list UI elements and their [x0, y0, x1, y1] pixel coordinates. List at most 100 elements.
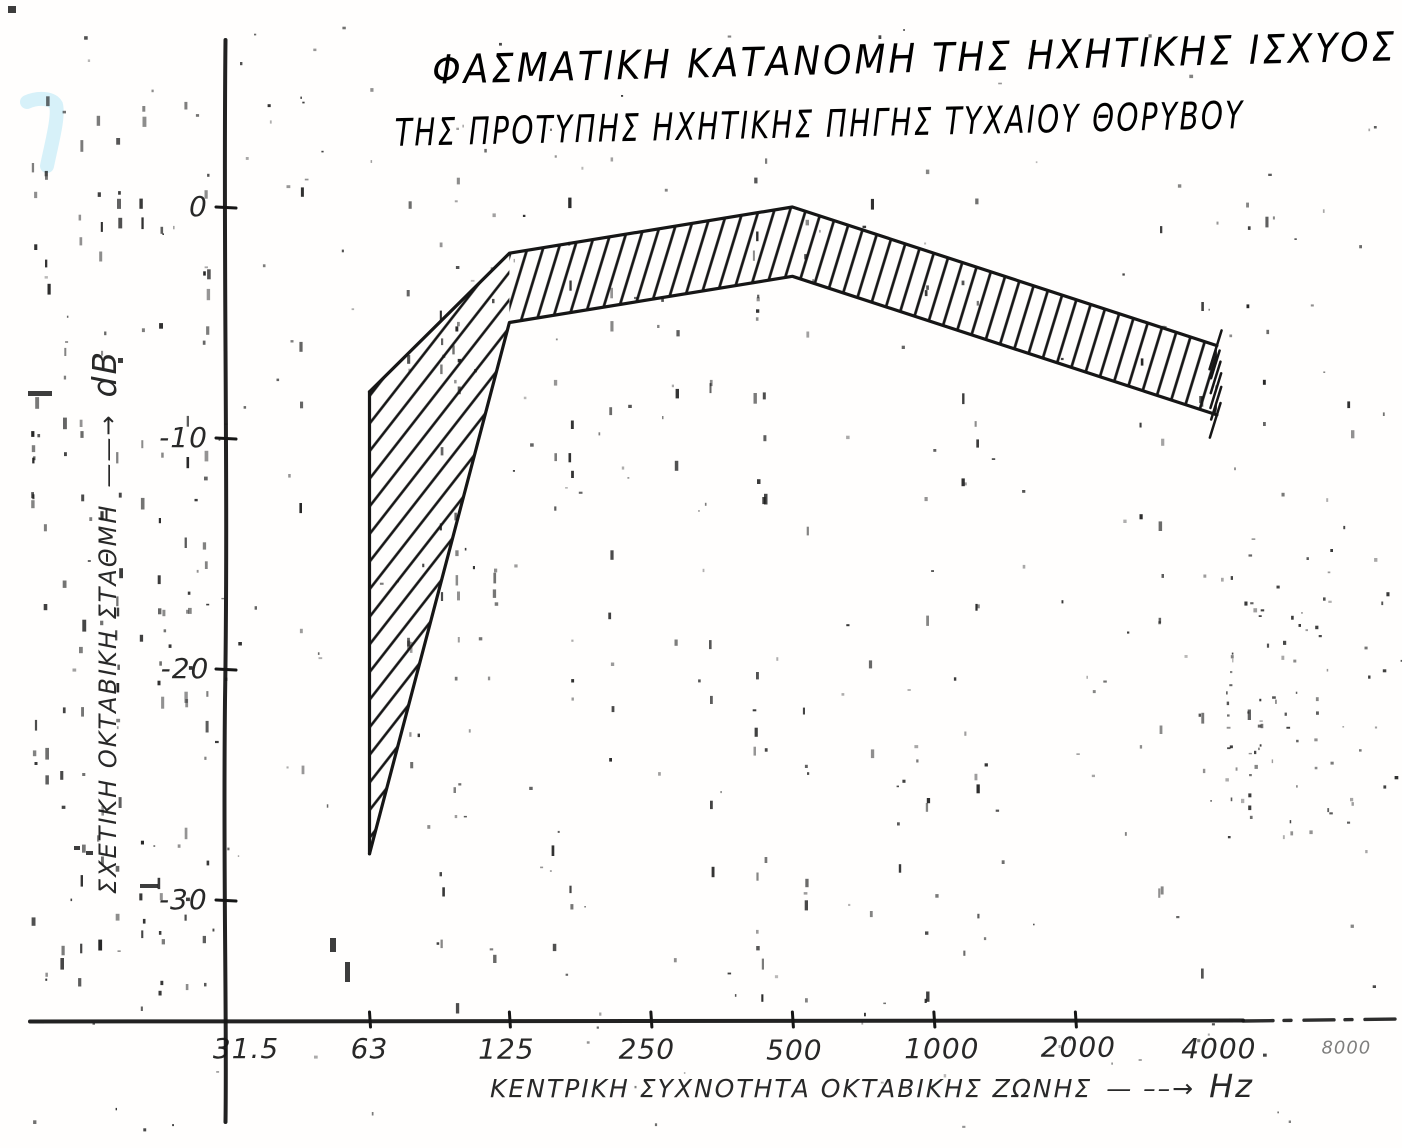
scan-speck: [371, 1112, 374, 1116]
scan-speck: [1347, 821, 1351, 824]
scan-speck: [914, 745, 919, 749]
x-tick: [507, 1010, 512, 1029]
scan-speck: [47, 283, 51, 295]
scan-speck: [206, 603, 210, 606]
scan-speck: [202, 935, 206, 944]
scan-speck: [35, 397, 40, 409]
scan-speck: [455, 266, 460, 269]
scan-speck: [1246, 304, 1250, 309]
band-hatch-fray: [1209, 385, 1223, 421]
scan-speck: [1259, 744, 1262, 747]
scan-speck: [31, 917, 36, 926]
scan-speck: [159, 661, 162, 666]
scan-speck: [610, 157, 614, 162]
scan-speck: [1249, 774, 1252, 777]
scan-speck: [290, 340, 294, 343]
scan-speck: [756, 872, 759, 881]
scan-speck: [186, 897, 190, 902]
scan-speck: [456, 127, 459, 130]
scan-speck: [89, 517, 93, 521]
scan-speck: [60, 771, 64, 780]
scan-speck: [896, 785, 899, 788]
scan-speck: [1232, 658, 1234, 663]
scan-speck: [185, 699, 189, 708]
scan-speck: [953, 677, 957, 681]
x-axis-label: ΚΕΝΤΡΙΚΗ ΣΥΧΝΟΤΗΤΑ ΟΚΤΑΒΙΚΗΣ ΖΩΝΗΣ — ––→ H…: [490, 1067, 1254, 1105]
scan-speck: [227, 847, 230, 851]
scan-speck: [44, 171, 48, 177]
scan-speck: [141, 930, 144, 939]
scan-speck: [82, 619, 87, 632]
scan-speck: [43, 604, 48, 611]
scan-speck: [841, 693, 845, 696]
scan-speck: [317, 652, 320, 655]
scan-speck: [101, 350, 104, 356]
scan-speck: [757, 294, 760, 299]
chart-title-line2: ΤΗΣ ΠΡΟΤΥΠΗΣ ΗΧΗΤΙΚΗΣ ΠΗΓΗΣ ΤΥΧΑΙΟΥ ΘΟΡΥ…: [394, 93, 1245, 155]
scan-speck: [1207, 1033, 1210, 1036]
scan-speck: [304, 178, 309, 181]
y-axis-label-text: ΣΧΕΤΙΚΗ ΟΚΤΑΒΙΚΗ ΣΤΑΘΜΗ: [94, 504, 122, 894]
scan-speck: [756, 297, 760, 302]
scan-speck: [184, 537, 187, 548]
scan-speck: [761, 994, 764, 1002]
scan-speck: [753, 393, 757, 404]
scan-speck: [1290, 831, 1294, 836]
scan-speck: [1158, 888, 1161, 898]
x-tick-label: 250: [619, 1032, 675, 1065]
scan-speck: [440, 592, 444, 601]
scan-speck: [1176, 916, 1180, 919]
scan-speck: [81, 494, 85, 502]
scan-speck: [1382, 412, 1385, 416]
scan-speck: [1158, 617, 1162, 624]
scan-speck: [177, 844, 181, 848]
scan-speck: [104, 331, 107, 336]
scan-speck: [142, 106, 146, 112]
scan-speck: [1221, 577, 1224, 582]
scan-speck: [1001, 860, 1005, 864]
scan-speck: [80, 943, 83, 954]
scan-speck: [634, 1085, 637, 1089]
scan-speck: [462, 124, 464, 128]
scan-speck: [204, 190, 208, 199]
scan-speck: [207, 173, 210, 177]
scan-speck: [32, 750, 37, 757]
x-axis-label-group: ΚΕΝΤΡΙΚΗ ΣΥΧΝΟΤΗΤΑ ΟΚΤΑΒΙΚΗΣ ΖΩΝΗΣ — ––→ H…: [490, 1067, 1254, 1105]
scan-speck: [1284, 712, 1287, 716]
scan-speck: [267, 104, 271, 108]
scan-speck: [45, 747, 49, 760]
scan-speck: [1322, 209, 1325, 213]
scan-speck: [512, 470, 515, 472]
scan-speck: [45, 775, 49, 785]
y-tick-label: -10: [159, 421, 208, 454]
x-axis-line-dashed: [1241, 1017, 1400, 1023]
scan-speck: [116, 452, 119, 464]
scan-speck: [299, 503, 302, 514]
scan-speck: [1227, 836, 1231, 839]
scan-speck: [1076, 753, 1080, 755]
scan-speck: [554, 506, 557, 511]
scan-speck: [288, 474, 291, 478]
scan-speck: [61, 805, 66, 809]
scan-speck: [1271, 759, 1274, 764]
scan-speck: [1201, 302, 1204, 311]
scan-speck: [1198, 713, 1201, 717]
scan-speck: [1161, 438, 1165, 446]
scan-speck: [608, 612, 612, 620]
scan-speck: [300, 401, 304, 409]
scan-speck: [598, 432, 601, 436]
scan-speck: [238, 642, 242, 646]
scan-speck: [1061, 600, 1064, 604]
scan-speck: [439, 872, 442, 877]
scan-speck: [173, 225, 175, 230]
scan-speck: [550, 128, 552, 131]
scan-speck: [702, 568, 705, 573]
scan-speck: [116, 726, 119, 730]
scan-speck: [1289, 820, 1292, 824]
scan-speck: [43, 524, 47, 532]
scan-speck: [117, 664, 120, 670]
scan-speck: [1058, 1045, 1061, 1049]
scan-speck: [1161, 574, 1164, 578]
scan-speck: [81, 707, 84, 717]
scan-speck: [1368, 675, 1371, 679]
